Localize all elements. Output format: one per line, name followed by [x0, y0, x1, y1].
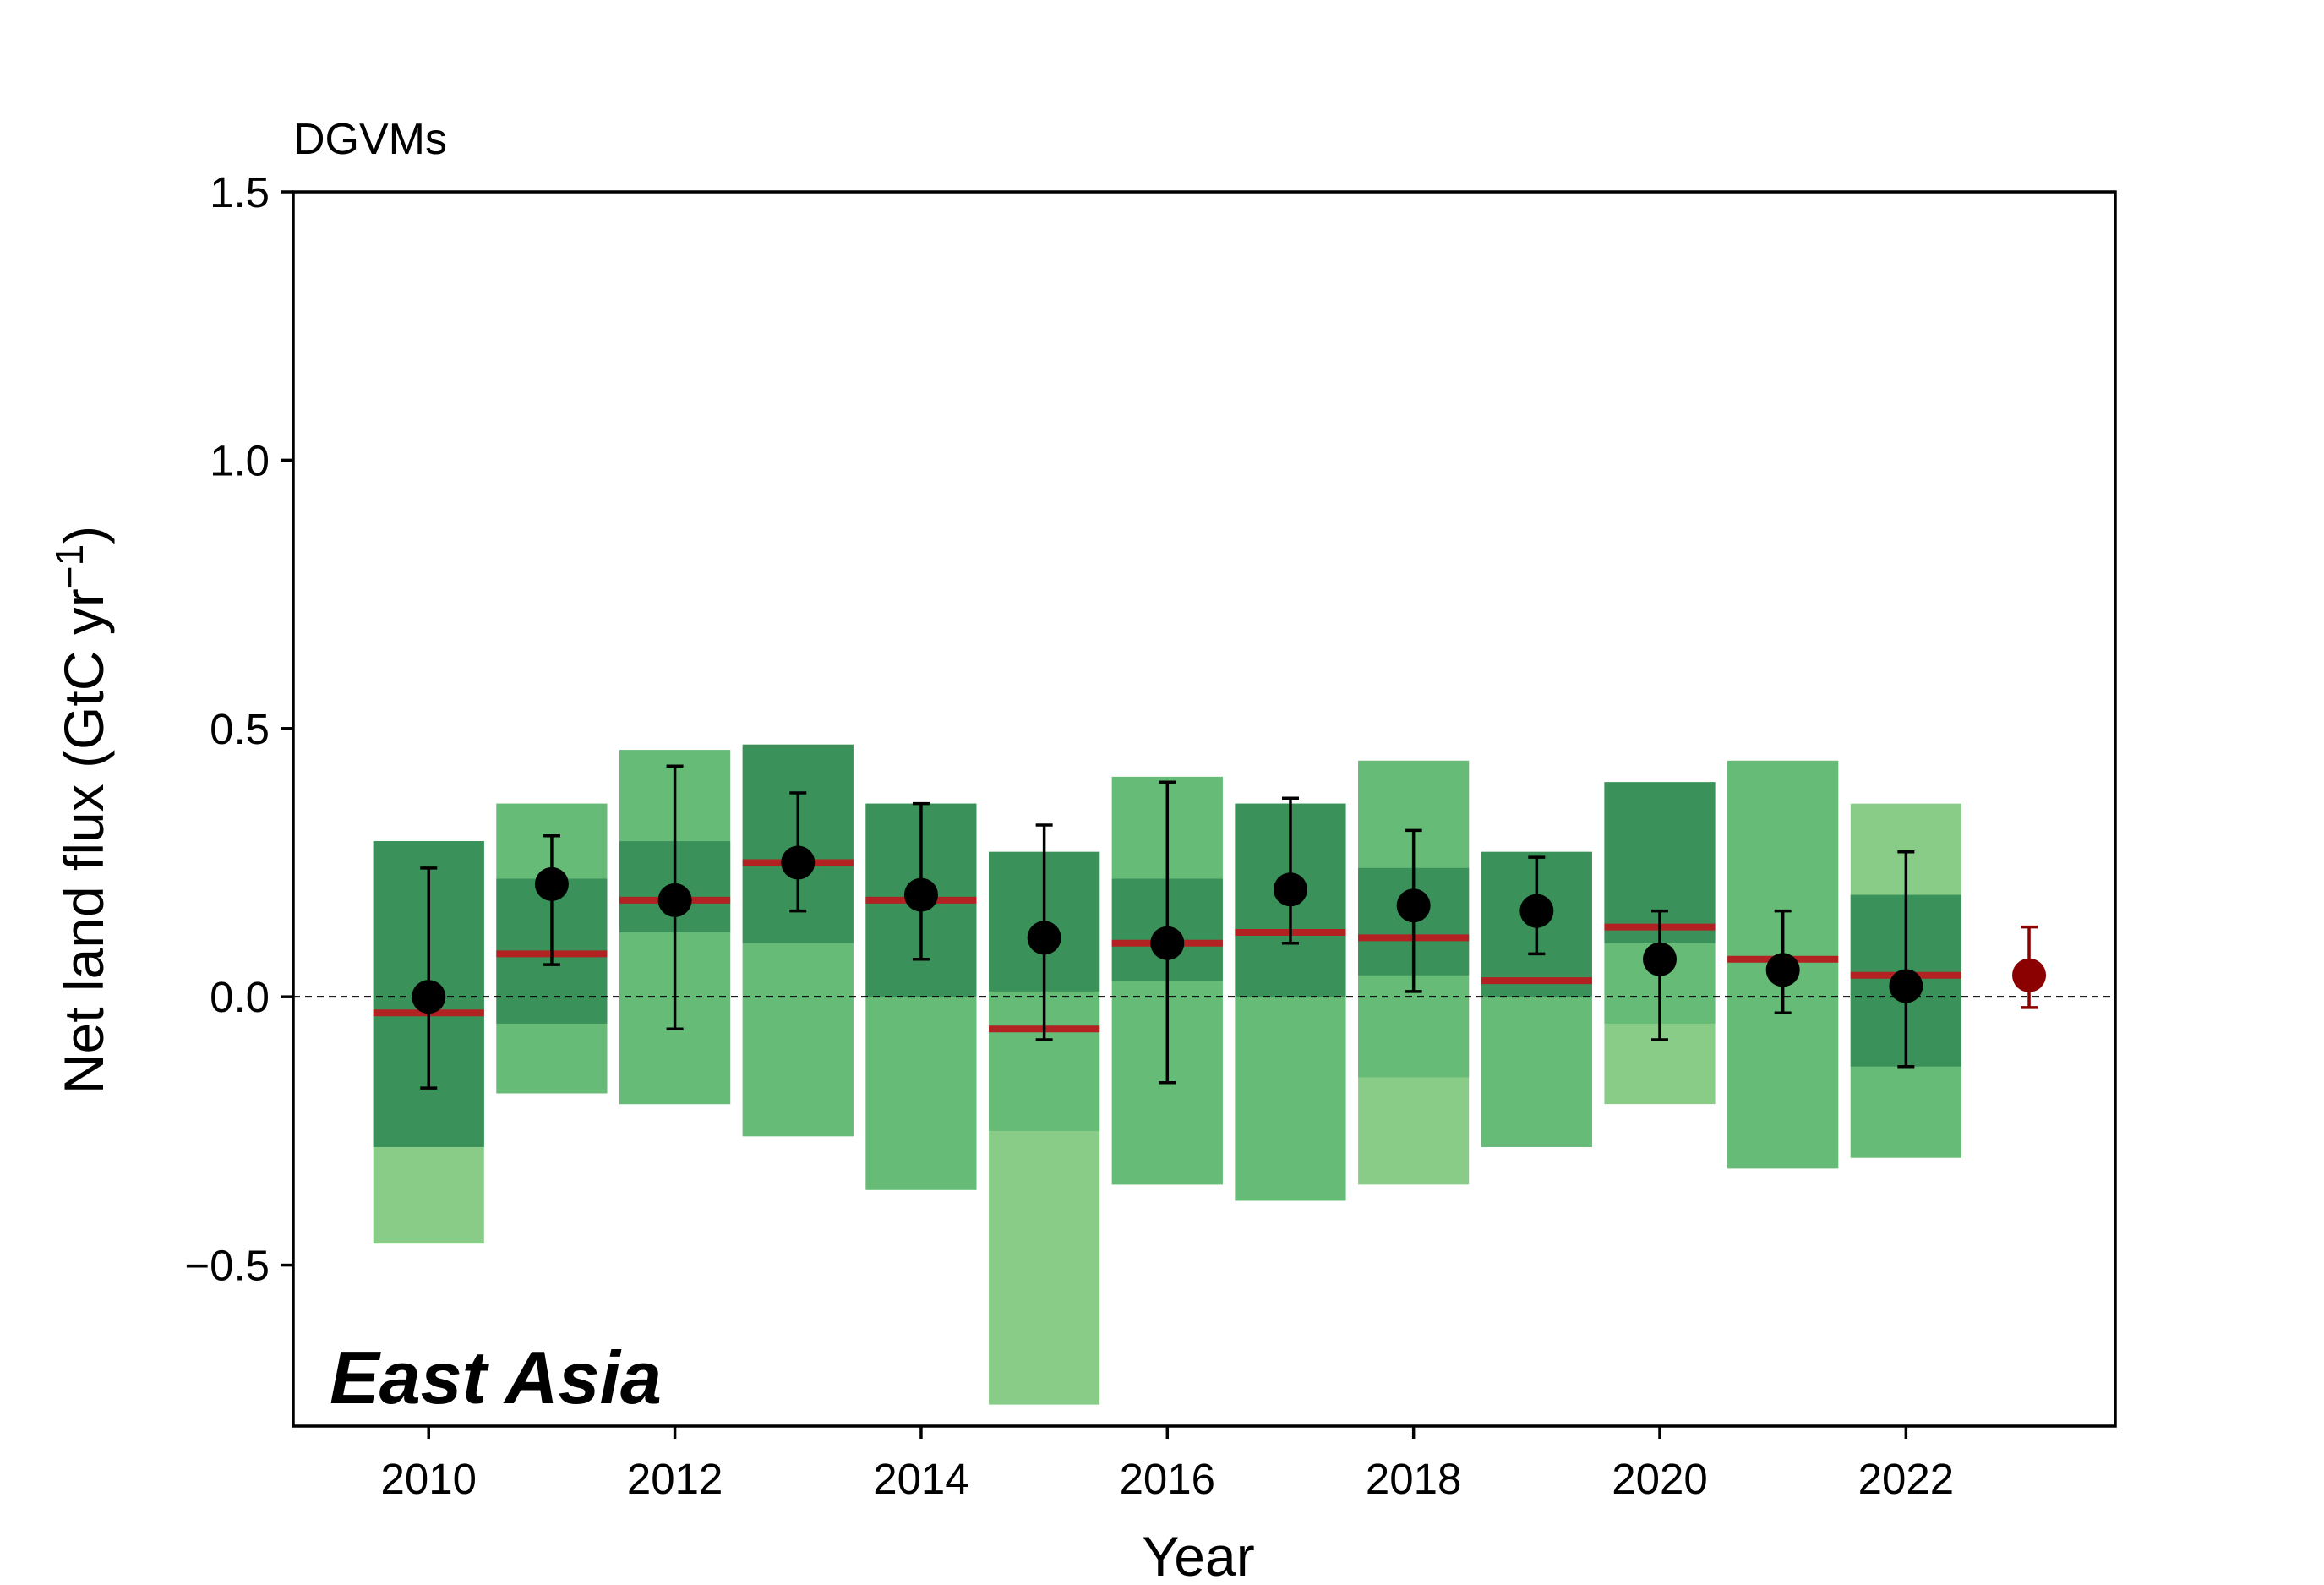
y-axis-title-text: Net land flux (GtC yr	[52, 588, 115, 1094]
mean-marker-2018	[1396, 888, 1431, 923]
mean-marker-2022	[1889, 969, 1923, 1003]
error-bar-layer	[420, 764, 2038, 1090]
x-tick-label-2014: 2014	[873, 1455, 968, 1503]
mean-marker-2011	[534, 866, 569, 901]
plot-frame	[292, 190, 2117, 1428]
mean-marker-2017	[1273, 872, 1307, 907]
x-axis-title: Year	[1142, 1525, 1254, 1585]
y-tick-label-2: 0.5	[210, 705, 270, 753]
mean-marker-2020	[1643, 942, 1677, 976]
x-tick-label-2010: 2010	[381, 1455, 477, 1503]
chart-title: DGVMs	[293, 115, 447, 164]
y-tick-label-1: 0.0	[210, 973, 270, 1021]
bar-layer	[373, 744, 1961, 1405]
mean-marker-2016	[1150, 926, 1185, 960]
y-axis-title: Net land flux (GtC yr−1)	[47, 526, 115, 1094]
mean-marker-2015	[1027, 921, 1061, 955]
y-axis: −0.5 0.0 0.5 1.0 1.5	[184, 168, 293, 1290]
mean-marker-2012	[657, 883, 692, 917]
mean-marker-2010	[412, 980, 446, 1014]
x-tick-label-2020: 2020	[1612, 1455, 1707, 1503]
mean-marker-2021	[1765, 953, 1800, 987]
y-axis-title-exponent: −1	[47, 544, 91, 588]
x-axis: 2010 2012 2014 2016 2018 2020 2022	[381, 1426, 1954, 1503]
x-tick-label-2012: 2012	[627, 1455, 723, 1503]
latest-marker	[2012, 958, 2047, 992]
y-tick-label-3: 1.0	[210, 436, 270, 484]
mean-marker-2014	[903, 877, 938, 912]
x-tick-label-2018: 2018	[1366, 1455, 1461, 1503]
mean-marker-2013	[781, 845, 816, 880]
x-tick-label-2022: 2022	[1858, 1455, 1954, 1503]
x-tick-label-2016: 2016	[1120, 1455, 1215, 1503]
y-tick-label-4: 1.5	[210, 168, 270, 216]
mean-marker-2019	[1519, 894, 1554, 928]
mean-marker-layer	[412, 845, 2047, 1014]
region-label: East Asia	[330, 1336, 662, 1419]
y-tick-label-0: −0.5	[184, 1242, 270, 1290]
y-axis-title-close: )	[52, 526, 115, 544]
